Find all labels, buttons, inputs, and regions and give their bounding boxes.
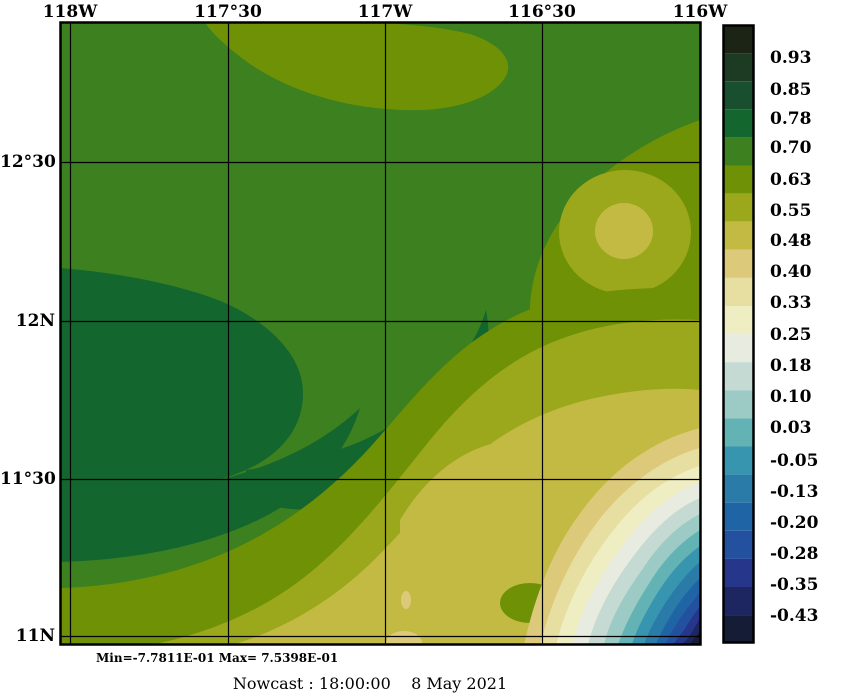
- colorbar-label-12: 0.03: [770, 418, 812, 438]
- colorbar-label-0: 0.93: [770, 48, 812, 68]
- cbar-swatch: [723, 249, 753, 278]
- axis-label-left-12n: 12N: [15, 311, 55, 331]
- colorbar-label-3: 0.70: [770, 138, 812, 158]
- cbar-swatch: [723, 334, 753, 363]
- cbar-swatch: [723, 446, 753, 475]
- contour-se-band-min: [688, 630, 700, 645]
- contour-deepgreen-southwest: [60, 408, 360, 562]
- colorbar-label-5: 0.55: [770, 201, 812, 221]
- colorbar-label-18: -0.43: [770, 606, 819, 626]
- nowcast-caption: Nowcast : 18:00:00 8 May 2021: [232, 674, 508, 693]
- axis-label-top-117-30: 117°30: [194, 2, 262, 22]
- cbar-swatch: [723, 277, 753, 306]
- cbar-swatch: [723, 615, 753, 643]
- cbar-swatch: [723, 81, 753, 110]
- cbar-swatch: [723, 587, 753, 616]
- cbar-swatch: [723, 474, 753, 503]
- contour-speck-pale: [401, 591, 411, 609]
- contour-speck-pale-bottom: [386, 631, 422, 645]
- axis-label-left-11n: 11N: [15, 626, 55, 646]
- min-max-readout: Min=-7.7811E-01 Max= 7.5398E-01: [96, 651, 339, 665]
- cbar-swatch: [723, 53, 753, 82]
- axis-label-top-118w: 118W: [42, 2, 98, 22]
- axis-label-left-11-30: 11°30: [0, 469, 56, 489]
- axis-label-top-116-30: 116°30: [508, 2, 576, 22]
- plot-frame: [59, 21, 702, 646]
- cbar-swatch: [723, 221, 753, 250]
- grid-lines: [60, 22, 700, 645]
- cbar-swatch: [723, 530, 753, 559]
- axis-label-left-12-30: 12°30: [0, 152, 56, 172]
- colorbar-label-2: 0.78: [770, 109, 812, 129]
- colorbar-label-10: 0.18: [770, 356, 812, 376]
- colorbar-label-17: -0.35: [770, 575, 819, 595]
- contour-khaki-bump: [400, 438, 623, 560]
- cbar-swatch: [723, 362, 753, 391]
- contour-olive-north: [205, 22, 509, 111]
- colorbar-label-11: 0.10: [770, 387, 812, 407]
- contour-deepgreen-west: [60, 268, 303, 500]
- colorbar-swatches: [723, 25, 753, 643]
- axis-label-top-117w: 117W: [357, 2, 413, 22]
- cbar-swatch: [723, 418, 753, 447]
- cbar-swatch: [723, 25, 753, 54]
- colorbar-label-7: 0.40: [770, 262, 812, 282]
- colorbar-frame: [722, 24, 755, 644]
- axis-label-top-116w: 116W: [672, 2, 728, 22]
- cbar-swatch: [723, 193, 753, 222]
- colorbar-label-14: -0.13: [770, 482, 819, 502]
- contour-bullseye-core: [595, 203, 653, 259]
- cbar-swatch: [723, 165, 753, 194]
- cbar-swatch: [723, 306, 753, 335]
- colorbar-label-4: 0.63: [770, 170, 812, 190]
- colorbar-label-9: 0.25: [770, 325, 812, 345]
- colorbar-label-6: 0.48: [770, 231, 812, 251]
- colorbar-label-16: -0.28: [770, 544, 819, 564]
- contour-field: [60, 22, 700, 645]
- colorbar-label-15: -0.20: [770, 513, 819, 533]
- colorbar-label-8: 0.33: [770, 293, 812, 313]
- cbar-swatch: [723, 109, 753, 138]
- cbar-swatch: [723, 558, 753, 587]
- colorbar-label-13: -0.05: [770, 451, 819, 471]
- cbar-swatch: [723, 137, 753, 166]
- colorbar-label-1: 0.85: [770, 80, 812, 100]
- cbar-swatch: [723, 390, 753, 419]
- cbar-swatch: [723, 502, 753, 531]
